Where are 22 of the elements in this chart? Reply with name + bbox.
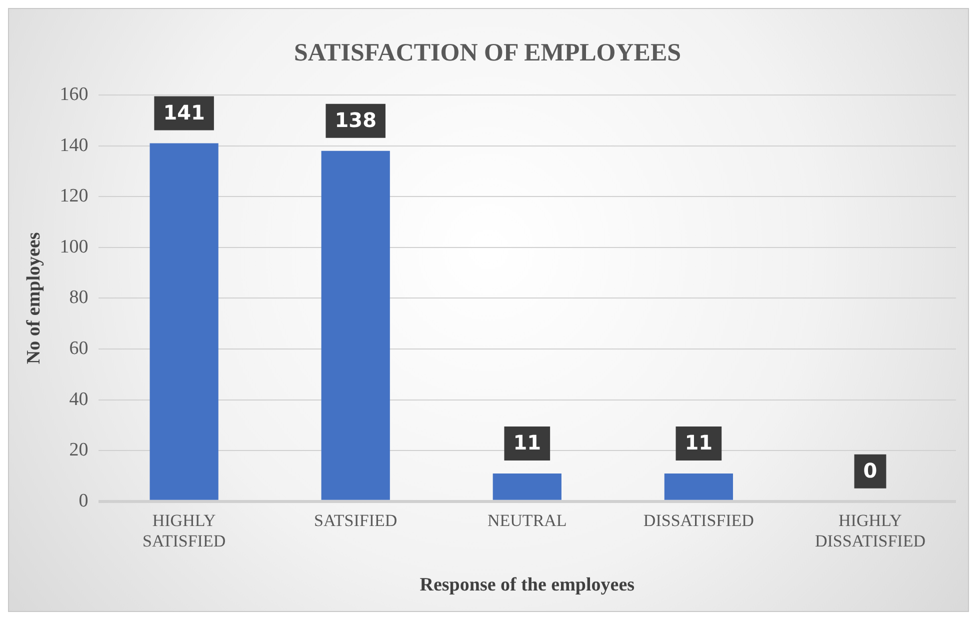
y-tick-label: 60 xyxy=(69,338,88,359)
y-tick-label: 80 xyxy=(69,287,88,308)
chart-title: SATISFACTION OF EMPLOYEES xyxy=(294,39,682,66)
x-tick-label: NEUTRAL xyxy=(487,511,567,530)
x-tick-label: SATSIFIED xyxy=(314,511,398,530)
y-tick-label: 0 xyxy=(78,490,88,512)
y-tick-label: 120 xyxy=(60,186,88,207)
x-tick-label: DISSATISFIED xyxy=(643,511,754,530)
data-label: 0 xyxy=(863,458,878,483)
x-tick-label: HIGHLY DISSATISFIED xyxy=(814,511,926,550)
x-tick-label: HIGHLY SATISFIED xyxy=(142,511,226,550)
y-axis-title: No of employees xyxy=(23,232,44,364)
y-tick-label: 140 xyxy=(60,134,88,156)
data-label: 11 xyxy=(513,430,542,455)
y-tick-label: 100 xyxy=(60,236,88,258)
x-axis-title: Response of the employees xyxy=(420,574,635,596)
data-label: 141 xyxy=(163,100,205,124)
y-tick-label: 20 xyxy=(69,440,88,461)
y-tick-label: 160 xyxy=(60,84,88,105)
y-tick-label: 40 xyxy=(69,388,88,410)
data-label: 11 xyxy=(684,430,713,455)
data-label: 138 xyxy=(334,108,376,132)
